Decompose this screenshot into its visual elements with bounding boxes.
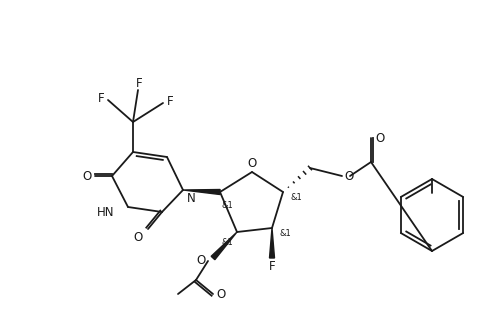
Text: F: F [98, 91, 104, 105]
Polygon shape [183, 190, 220, 194]
Text: F: F [166, 94, 173, 108]
Polygon shape [270, 228, 274, 258]
Text: &1: &1 [280, 229, 292, 238]
Text: F: F [269, 260, 275, 273]
Text: O: O [344, 169, 354, 183]
Text: N: N [187, 192, 196, 204]
Text: &1: &1 [222, 201, 234, 210]
Text: O: O [134, 231, 142, 243]
Text: O: O [82, 169, 92, 183]
Text: O: O [376, 131, 384, 145]
Text: O: O [247, 156, 257, 169]
Text: &1: &1 [291, 193, 303, 202]
Text: HN: HN [97, 205, 114, 219]
Text: &1: &1 [222, 238, 234, 247]
Polygon shape [211, 232, 237, 260]
Text: O: O [197, 253, 206, 267]
Text: O: O [217, 288, 226, 300]
Text: F: F [136, 77, 142, 90]
